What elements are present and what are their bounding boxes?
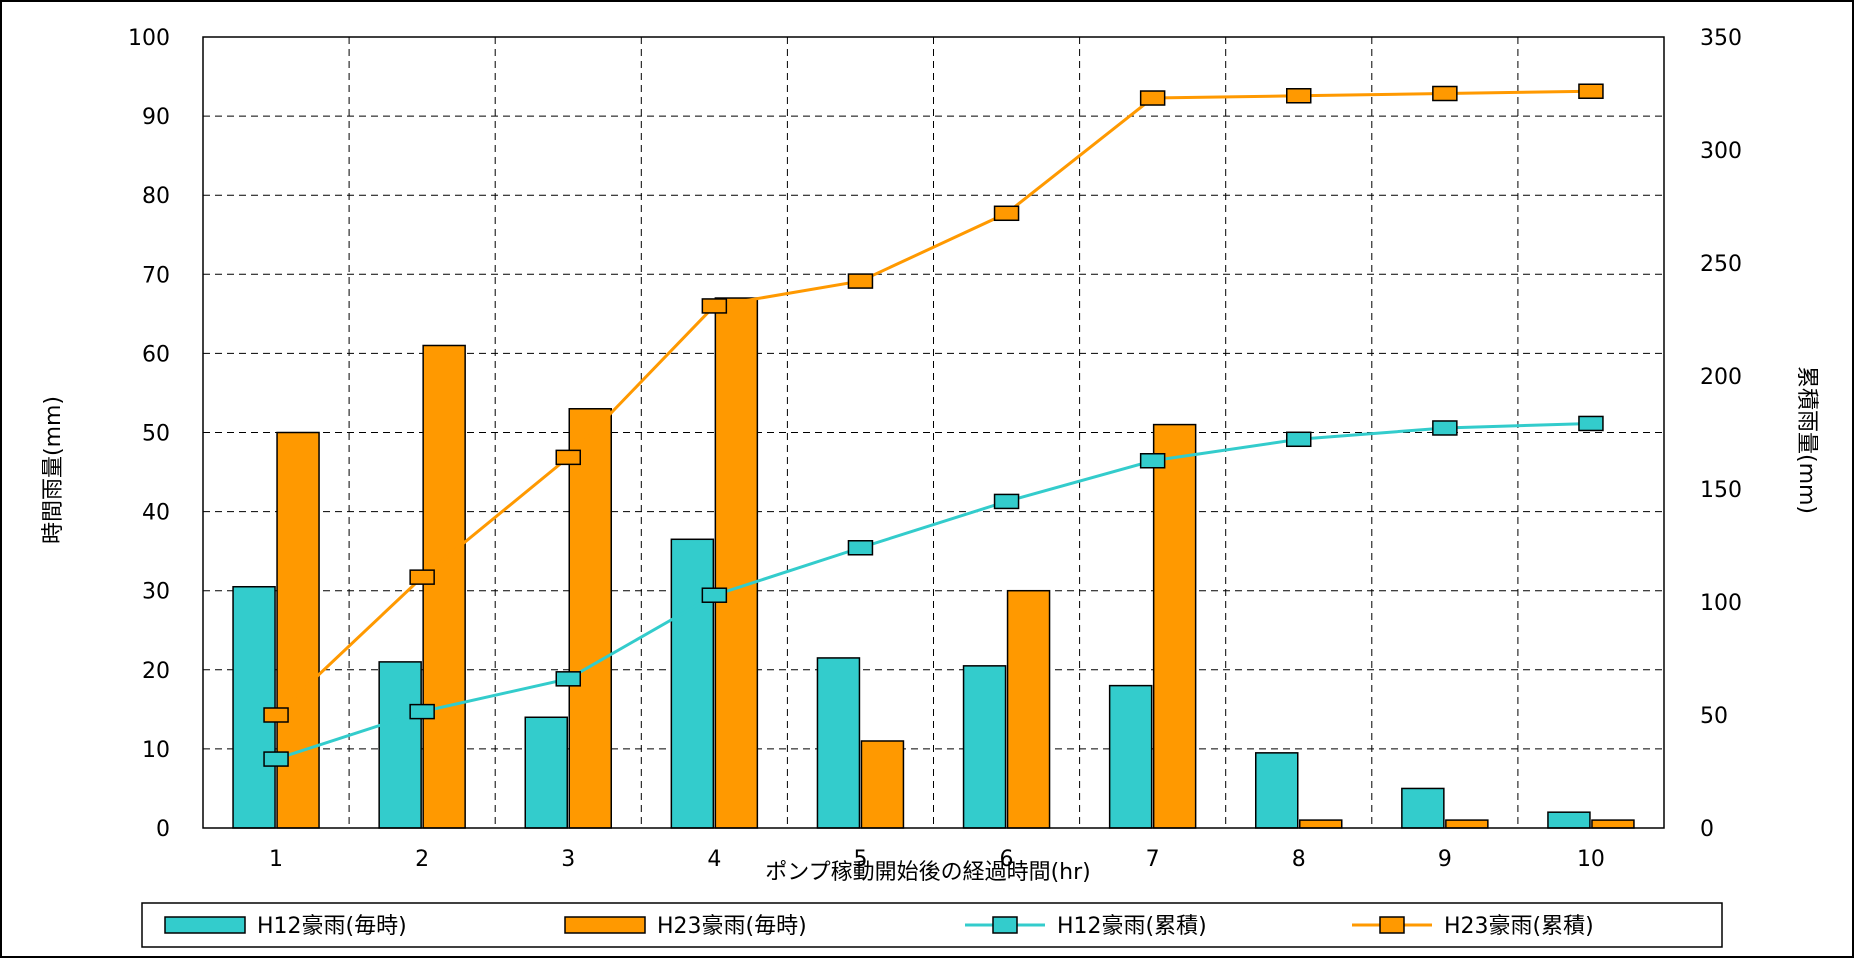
line-point [263,751,289,767]
y2-tick-label: 100 [1700,591,1742,616]
y2-tick-label: 50 [1700,704,1728,729]
x-tick-label: 1 [269,847,283,872]
line-point [1432,420,1458,436]
y-tick-label: 90 [142,105,170,130]
line-point [993,205,1020,222]
bar [1006,589,1051,829]
y2-axis-title: 累積雨量(mm) [1794,366,1819,514]
y2-tick-labels: 0 50 100 150 200 250 300 350 [1700,26,1742,842]
line-point [847,540,874,556]
legend-swatch [564,916,646,934]
legend-label: H12豪雨(毎時) [257,914,407,939]
line-point [1432,85,1458,102]
bar [524,716,568,829]
x-tick-label: 3 [561,847,575,872]
line-point [263,707,289,723]
bar [1108,684,1153,829]
legend-marker [992,916,1018,934]
series-line [275,89,1591,717]
lines [263,83,1604,767]
legend-box [141,902,1723,948]
bar [1445,819,1489,829]
line-point [1578,415,1604,432]
legend-items: H12豪雨(毎時) H23豪雨(毎時) H12豪雨(累積) H23豪雨(累積) [164,914,1594,939]
line-point [1286,88,1312,104]
plot-area [202,36,1665,829]
x-tick-label: 9 [1438,847,1452,872]
y-tick-labels: 0 10 20 30 40 50 60 70 80 90 100 [128,26,170,842]
bar [1591,819,1635,829]
line-point [993,493,1020,510]
y-tick-label: 0 [156,817,170,842]
line-point [1139,453,1166,469]
bar [962,665,1007,829]
line-point [409,569,435,585]
y-tick-label: 50 [142,422,170,447]
y2-tick-label: 300 [1700,139,1742,164]
legend-label: H12豪雨(累積) [1057,914,1207,939]
bar [1299,819,1343,829]
bar [816,657,861,829]
y2-tick-label: 150 [1700,478,1742,503]
x-tick-label: 6 [1000,847,1014,872]
bar [860,740,905,829]
line-point [847,273,874,289]
x-tick-label: 10 [1577,847,1605,872]
x-tick-label: 7 [1146,847,1160,872]
line-point [1286,431,1312,448]
y-tick-label: 40 [142,501,170,526]
line-point [701,298,728,314]
legend-marker [1379,916,1405,934]
legend-label: H23豪雨(累積) [1444,914,1594,939]
y2-tick-label: 350 [1700,26,1742,51]
line-point [1578,83,1604,99]
x-tick-labels: 1 2 3 4 5 6 7 8 9 10 [269,847,1605,872]
y-tick-label: 20 [142,659,170,684]
y-tick-label: 30 [142,580,170,605]
legend-label: H23豪雨(毎時) [657,914,807,939]
y2-tick-label: 200 [1700,365,1742,390]
x-tick-label: 2 [415,847,429,872]
y-tick-label: 80 [142,184,170,209]
bar [422,344,466,829]
bar [1401,787,1445,829]
line-point [701,587,728,603]
y-tick-label: 10 [142,738,170,763]
series-line [275,421,1591,761]
y-tick-label: 70 [142,263,170,288]
x-axis-title: ポンプ稼動開始後の経過時間(hr) [765,860,1091,885]
x-tick-label: 8 [1292,847,1306,872]
line-point [555,449,581,466]
y2-tick-label: 0 [1700,817,1714,842]
bar [568,408,612,829]
line-point [555,671,581,687]
y2-tick-label: 250 [1700,252,1742,277]
y-tick-label: 60 [142,342,170,367]
bar [1152,423,1197,829]
bar [1255,752,1299,829]
bar [378,661,422,829]
bar [714,297,759,829]
y-axis-title: 時間雨量(mm) [41,396,66,544]
bar [670,538,715,829]
line-point [1139,90,1166,106]
x-tick-label: 4 [707,847,721,872]
legend: H12豪雨(毎時) H23豪雨(毎時) H12豪雨(累積) H23豪雨(累積) [141,902,1723,948]
legend-swatch [164,916,246,934]
bar [1547,811,1591,829]
line-point [409,703,435,720]
bar [276,431,320,829]
x-tick-label: 5 [853,847,867,872]
y-tick-label: 100 [128,26,170,51]
bars [232,297,1635,829]
